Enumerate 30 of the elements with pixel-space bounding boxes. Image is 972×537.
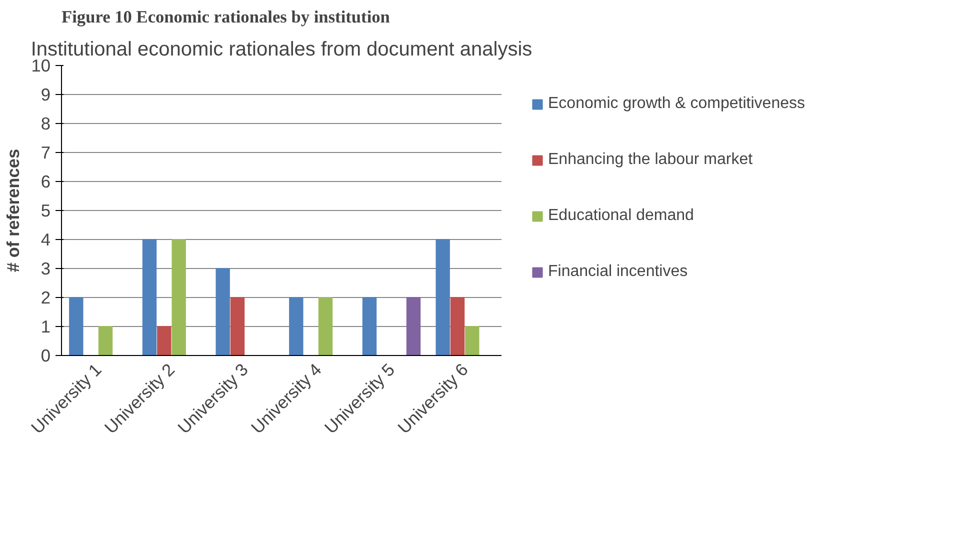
bar (157, 326, 172, 356)
bar (362, 297, 377, 356)
legend-label: Enhancing the labour market (548, 151, 753, 169)
bar (406, 297, 421, 356)
y-tick-label: 0 (40, 346, 51, 366)
caption: Figure 10 Economic rationales by institution (62, 8, 390, 26)
bar (172, 239, 186, 356)
y-tick-label: 4 (40, 230, 51, 250)
bar (142, 239, 157, 356)
bar (318, 297, 333, 356)
bar (465, 326, 480, 356)
y-tick-label: 5 (40, 200, 51, 220)
y-tick-label: 6 (40, 172, 51, 192)
y-tick-label: 3 (40, 258, 51, 278)
y-tick-label: 2 (40, 288, 51, 308)
bar (69, 297, 84, 356)
legend-label: Financial incentives (548, 263, 688, 281)
bar (436, 239, 450, 356)
legend-label: Economic growth & competitiveness (548, 95, 805, 113)
y-tick-label: 8 (40, 114, 51, 134)
bar (216, 268, 230, 356)
y-tick-label: 9 (40, 84, 51, 104)
y-axis-title: # of references (3, 148, 24, 272)
y-tick-label: 7 (40, 142, 51, 162)
bar (289, 297, 304, 356)
bar (230, 297, 245, 356)
bar (450, 297, 465, 356)
bar (98, 326, 113, 356)
legend-label: Educational demand (548, 207, 694, 225)
y-tick-label: 1 (40, 316, 51, 336)
